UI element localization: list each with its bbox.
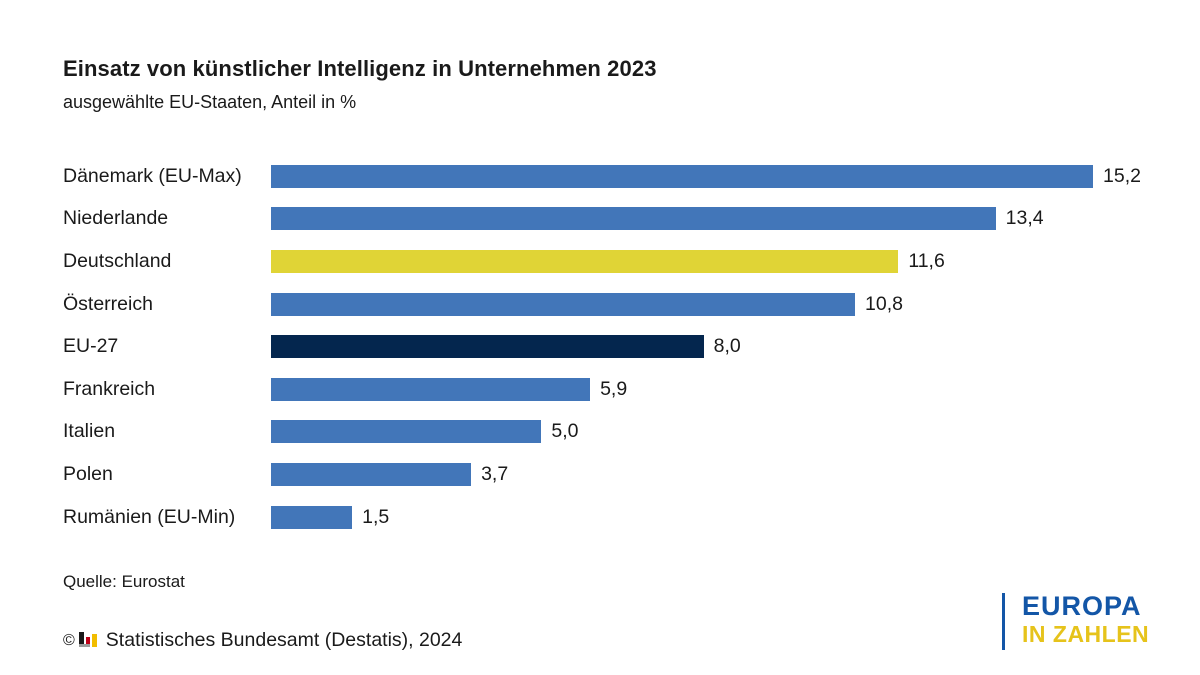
logo-text-europa: EUROPA [1022,591,1142,621]
copyright-text: Statistisches Bundesamt (Destatis), 2024 [105,629,463,651]
category-label: Dänemark (EU-Max) [63,164,242,187]
bar-row: Deutschland 11,6 [63,240,1173,283]
category-label: EU-27 [63,335,119,358]
bar-row: Dänemark (EU-Max) 15,2 [63,155,1173,198]
bar-row: Österreich 10,8 [63,283,1173,326]
value-label: 5,0 [551,420,579,443]
destatis-bar-chart-icon [78,631,99,650]
category-label: Rumänien (EU-Min) [63,505,236,528]
bar-row: Frankreich 5,9 [63,368,1173,411]
value-label: 13,4 [1005,207,1044,230]
value-label: 5,9 [600,377,628,400]
horizontal-bar-chart: Dänemark (EU-Max) 15,2 Niederlande 13,4 Deut… [63,155,1173,538]
value-label: 11,6 [908,249,945,272]
bar-row: Polen 3,7 [63,453,1173,496]
category-label: Niederlande [63,207,169,230]
category-label: Österreich [63,292,153,315]
category-label: Polen [63,462,113,485]
value-label: 10,8 [865,292,903,315]
source-note: Quelle: Eurostat [63,572,185,591]
logo-text-block: EUROPA IN ZAHLEN [1022,592,1149,650]
bar [271,335,704,359]
bar-row: Rumänien (EU-Min) 1,5 [63,496,1173,539]
copyright-line: © Statistisches Bundesamt (Destatis), 20… [63,629,462,652]
category-label: Frankreich [63,377,156,400]
bar [271,249,899,273]
logo-text-in-zahlen: IN ZAHLEN [1022,621,1150,647]
chart-title: Einsatz von künstlicher Intelligenz in U… [63,56,657,81]
bar [271,505,353,529]
logo-divider-line [1002,593,1005,650]
bar [271,292,856,316]
category-label: Italien [63,420,116,443]
bar-row: Italien 5,0 [63,411,1173,454]
bar [271,164,1093,188]
value-label: 1,5 [362,505,390,528]
bar-row: Niederlande 13,4 [63,198,1173,241]
bar [271,420,542,444]
value-label: 8,0 [713,335,741,358]
value-label: 15,2 [1103,164,1141,187]
chart-subtitle: ausgewählte EU-Staaten, Anteil in % [63,92,357,112]
copyright-symbol: © [63,631,75,649]
bar [271,207,996,231]
category-label: Deutschland [63,249,172,272]
value-label: 3,7 [481,462,509,485]
europa-in-zahlen-logo: EUROPA IN ZAHLEN [1002,592,1149,650]
bar [271,377,591,401]
bar [271,462,472,486]
bar-row: EU-27 8,0 [63,325,1173,368]
